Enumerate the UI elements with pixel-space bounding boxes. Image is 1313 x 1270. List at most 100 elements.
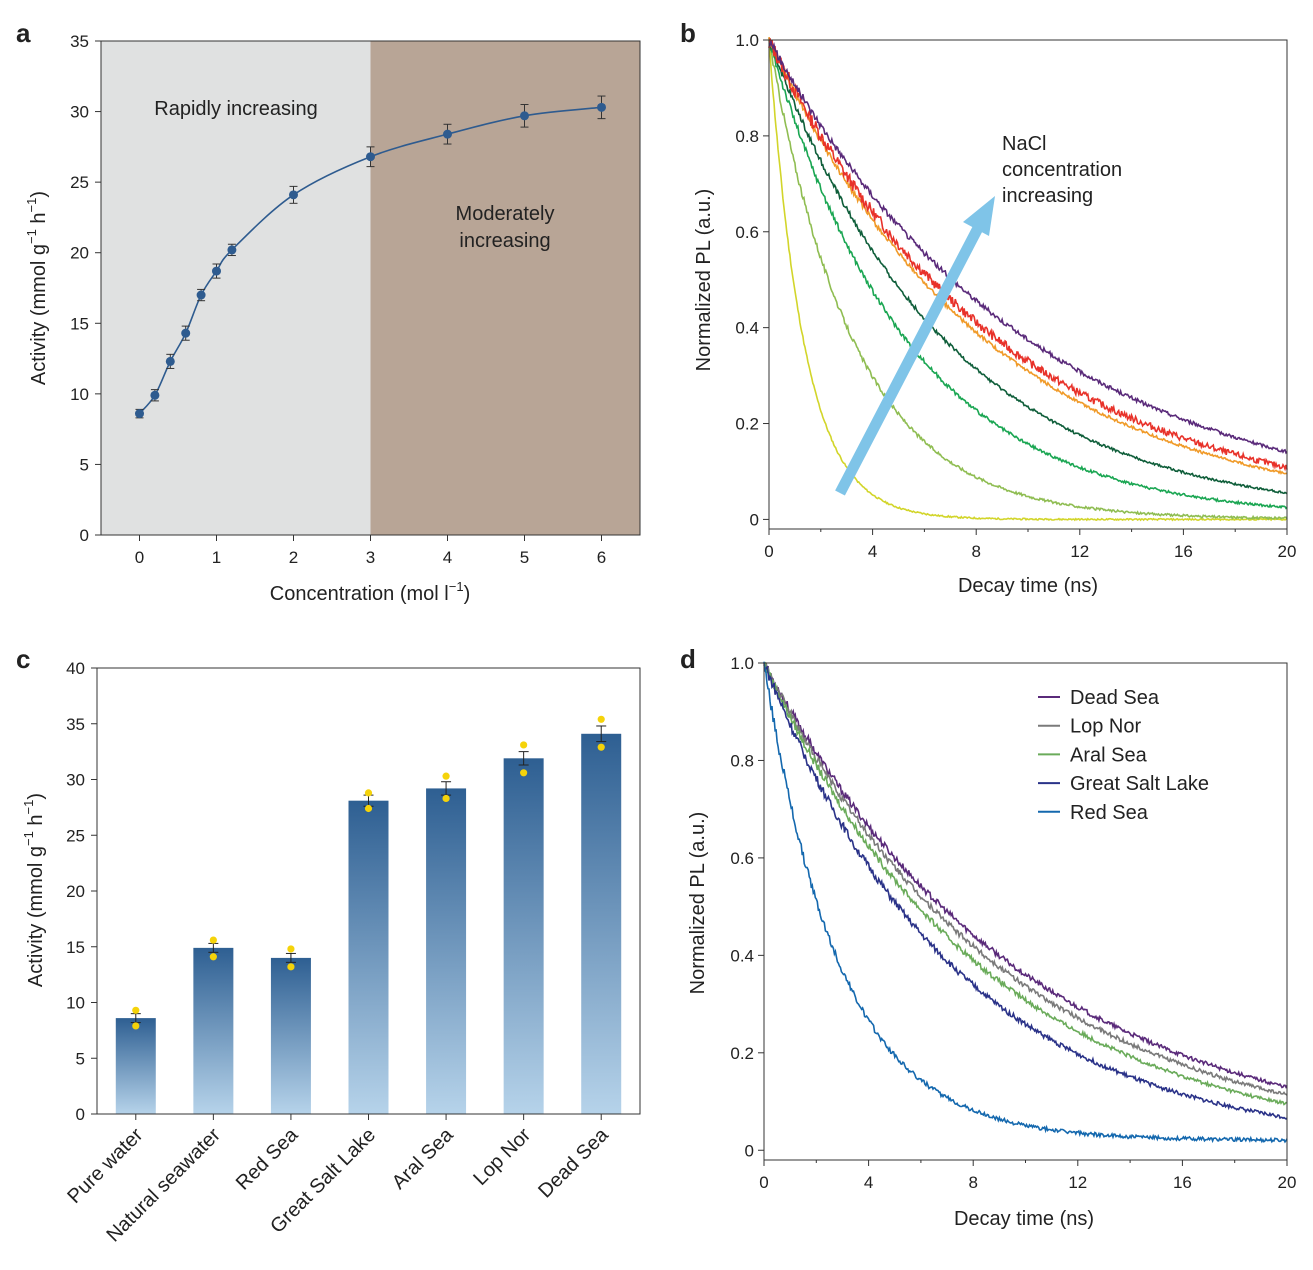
y-tick-label-a: 35 [70, 32, 89, 51]
y-tick-label-c: 35 [66, 715, 85, 734]
x-tick-label-b: 4 [868, 542, 877, 561]
decay-curve-d-aral-sea [763, 661, 1288, 1106]
replicate-point [132, 1022, 140, 1030]
y-tick-label-b: 0.6 [735, 223, 759, 242]
region-label-moderate-2: increasing [459, 230, 550, 252]
y-tick-label-b: 0.8 [735, 127, 759, 146]
y-tick-label-d: 0.6 [730, 849, 754, 868]
legend-label-aral-sea: Aral Sea [1070, 744, 1148, 766]
replicate-point [520, 741, 528, 749]
x-axis-label-b: Decay time (ns) [958, 575, 1098, 597]
y-tick-label-c: 10 [66, 994, 85, 1013]
decay-curve-d-red-sea [763, 661, 1288, 1144]
replicate-point [287, 945, 295, 953]
x-tick-label-b: 20 [1278, 542, 1297, 561]
replicate-point [364, 789, 373, 797]
bar-natural-seawater [193, 947, 234, 1114]
panel-label-a: a [16, 18, 31, 48]
data-point-a [443, 129, 452, 139]
x-tick-label-b: 12 [1070, 542, 1089, 561]
replicate-point [520, 769, 528, 777]
annotation-nacl-line-2: concentration [1002, 159, 1122, 181]
replicate-point [597, 743, 605, 751]
decay-curve-b-c4 [768, 37, 1288, 495]
replicate-point [209, 936, 217, 944]
x-category-label: Pure water [63, 1124, 147, 1208]
panel-d: d 0 0.2 0.4 0.6 0.8 1.0 0 4 8 12 16 20 Dead Sea Lop … [680, 644, 1296, 1230]
region-label-moderate-1: Moderately [456, 203, 555, 225]
decay-curve-b-c1 [768, 39, 1288, 522]
x-tick-label-b: 0 [764, 542, 773, 561]
y-tick-label-d: 0.8 [730, 751, 754, 770]
plot-frame-b [768, 39, 1288, 530]
decay-curve-b-c7 [768, 40, 1288, 455]
y-tick-label-c: 20 [66, 882, 85, 901]
data-point-a [520, 111, 529, 121]
x-tick-label-d: 16 [1173, 1173, 1192, 1192]
annotation-nacl-line-1: NaCl [1002, 133, 1046, 155]
replicate-point [442, 772, 450, 780]
data-point-a [227, 245, 237, 255]
replicate-point [132, 1006, 140, 1014]
legend-label-great-salt-lake: Great Salt Lake [1070, 773, 1209, 795]
y-tick-label-d: 1.0 [730, 654, 754, 673]
x-category-label: Dead Sea [534, 1123, 613, 1202]
decay-curve-b-c2 [768, 38, 1288, 521]
panel-label-d: d [680, 644, 696, 674]
bar-lop-nor [503, 758, 544, 1114]
region-label-rapid: Rapidly increasing [154, 98, 317, 120]
x-tick-label-a: 3 [366, 548, 375, 567]
region-0 [101, 41, 371, 535]
data-point-a [597, 102, 606, 112]
y-axis-label-b: Normalized PL (a.u.) [693, 189, 715, 372]
y-tick-label-b: 0.4 [735, 319, 759, 338]
x-tick-label-d: 8 [968, 1173, 977, 1192]
bar-pure-water [115, 1018, 156, 1114]
x-axis-label-d: Decay time (ns) [954, 1208, 1094, 1230]
y-tick-label-a: 15 [70, 314, 89, 333]
decay-curve-d-great-salt-lake [763, 662, 1288, 1120]
data-point-a [196, 290, 206, 300]
replicate-point [364, 804, 373, 813]
y-tick-label-a: 5 [80, 455, 89, 474]
y-tick-label-c: 40 [66, 659, 85, 678]
legend-label-red-sea: Red Sea [1070, 802, 1149, 824]
bar-great-salt-lake [348, 800, 389, 1114]
x-category-label: Lop Nor [469, 1124, 535, 1190]
decay-curve-b-c6 [768, 38, 1288, 472]
legend-label-lop-nor: Lop Nor [1070, 716, 1141, 738]
data-point-a [181, 328, 191, 338]
panel-label-c: c [16, 644, 30, 674]
bar-dead-sea [581, 733, 622, 1114]
replicate-point [209, 953, 217, 961]
y-tick-label-b: 1.0 [735, 31, 759, 50]
annotation-nacl-line-3: increasing [1002, 185, 1093, 207]
legend-label-dead-sea: Dead Sea [1070, 687, 1160, 709]
data-point-a [135, 409, 144, 419]
y-tick-label-c: 5 [76, 1049, 85, 1068]
x-tick-label-d: 4 [864, 1173, 873, 1192]
y-tick-label-c: 0 [76, 1105, 85, 1124]
replicate-point [597, 715, 605, 723]
x-tick-label-a: 2 [289, 548, 298, 567]
y-axis-label-a: Activity (mmol g−1 h−1) [24, 191, 50, 385]
region-1 [370, 41, 640, 535]
y-tick-label-c: 25 [66, 826, 85, 845]
x-tick-label-d: 20 [1278, 1173, 1297, 1192]
y-axis-label-c: Activity (mmol g−1 h−1) [21, 793, 47, 987]
y-tick-label-a: 20 [70, 244, 89, 263]
x-tick-label-b: 16 [1174, 542, 1193, 561]
decay-curve-b-c3 [768, 37, 1288, 510]
y-tick-label-a: 25 [70, 173, 89, 192]
x-category-label: Aral Sea [388, 1123, 458, 1193]
replicate-point [287, 963, 295, 971]
x-tick-label-d: 0 [759, 1173, 768, 1192]
concentration-arrow-head [963, 196, 995, 236]
x-category-label: Red Sea [232, 1123, 303, 1194]
x-tick-label-a: 1 [212, 548, 221, 567]
x-tick-label-a: 4 [443, 548, 452, 567]
x-tick-label-a: 6 [597, 548, 606, 567]
y-tick-label-b: 0.2 [735, 415, 759, 434]
